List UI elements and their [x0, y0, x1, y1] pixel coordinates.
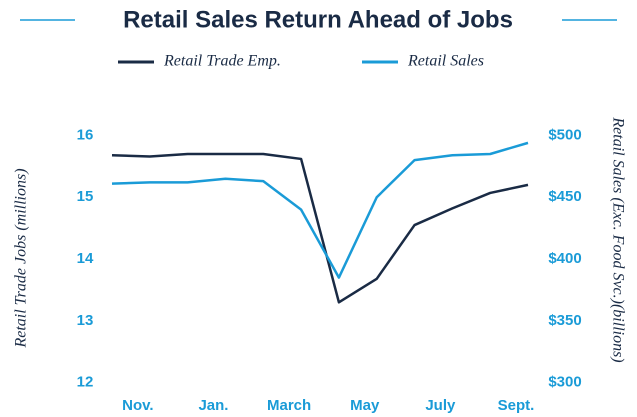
y2-tick-label: $300: [548, 374, 581, 391]
y-tick-label: 12: [77, 374, 94, 391]
x-tick-label: Sept.: [498, 397, 535, 414]
y-tick-label: 16: [77, 126, 94, 143]
y2-tick-label: $400: [548, 250, 581, 267]
y-tick-label: 15: [77, 188, 94, 205]
y-tick-label: 14: [77, 250, 94, 267]
x-tick-label: Jan.: [198, 397, 228, 414]
series-line: [111, 152, 529, 304]
x-tick-label: May: [350, 397, 380, 414]
legend-label: Retail Sales: [407, 53, 484, 70]
y2-tick-label: $350: [548, 312, 581, 329]
x-tick-label: July: [425, 397, 456, 414]
y-axis-label: Retail Trade Jobs (millions): [13, 168, 30, 348]
y2-tick-label: $450: [548, 188, 581, 205]
series-line: [111, 141, 529, 279]
y2-axis-label: Retail Sales (Exc. Food Svc.)(billions): [609, 116, 626, 362]
y2-tick-label: $500: [548, 126, 581, 143]
x-tick-label: Nov.: [122, 397, 153, 414]
y-tick-label: 13: [77, 312, 94, 329]
chart-title: Retail Sales Return Ahead of Jobs: [123, 6, 513, 33]
x-tick-label: March: [267, 397, 311, 414]
legend-label: Retail Trade Emp.: [163, 53, 281, 70]
